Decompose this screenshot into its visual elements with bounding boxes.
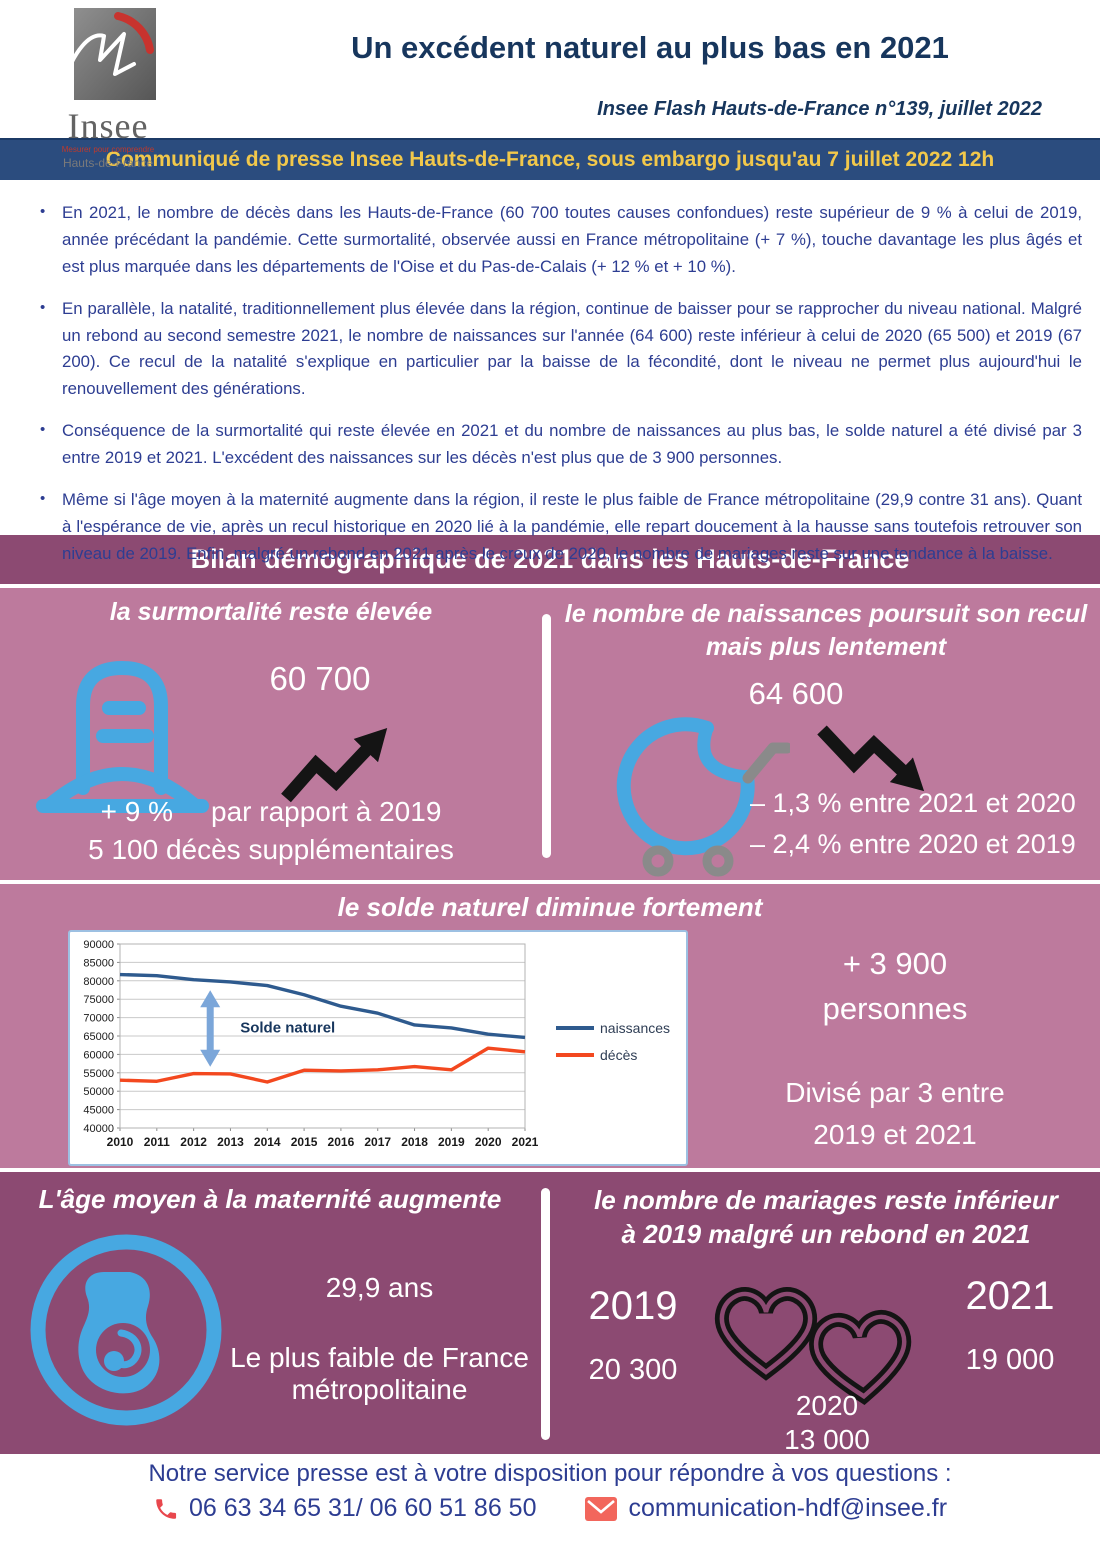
mortality-captions: + 9 % par rapport à 2019 5 100 décès sup… [0, 796, 542, 866]
press-banner-text: Communiqué de presse Insee Hauts-de-Fran… [105, 148, 995, 171]
natural-balance-chart: 40000 45000 50000 55000 60000 65000 70000 75000… [83, 939, 670, 1149]
svg-text:Solde naturel: Solde naturel [240, 1019, 335, 1036]
marriage-2021-value: 19 000 [965, 1344, 1055, 1376]
deaths-value: 60 700 [269, 660, 371, 697]
svg-text:45000: 45000 [83, 1105, 114, 1117]
deaths-trend-up-icon [281, 727, 388, 803]
marriage-2019-label: 2019 [588, 1284, 678, 1328]
footer-line: Notre service presse est à votre disposi… [148, 1460, 952, 1487]
svg-text:2017: 2017 [364, 1135, 391, 1149]
insee-logo-icon [60, 8, 156, 100]
logo-tagline: Mesurer pour comprendre [61, 145, 155, 154]
svg-text:2019: 2019 [438, 1135, 465, 1149]
marriage-title: le nombre de mariages reste inférieur à … [552, 1172, 1100, 1252]
svg-text:2015: 2015 [291, 1135, 318, 1149]
footer-phones[interactable]: 06 63 34 65 31/ 06 60 51 86 50 [188, 1494, 537, 1522]
births-title: le nombre de naissances poursuit son rec… [552, 588, 1100, 663]
svg-text:2012: 2012 [180, 1135, 207, 1149]
pregnancy-icon [30, 1234, 222, 1426]
svg-text:75000: 75000 [83, 994, 114, 1006]
svg-text:2013: 2013 [217, 1135, 244, 1149]
column-divider [541, 1188, 550, 1440]
bullet-item: Conséquence de la surmortalité qui reste… [40, 418, 1082, 472]
mortality-title: la surmortalité reste élevée [109, 598, 433, 626]
bullet-item: En 2021, le nombre de décès dans les Hau… [40, 200, 1082, 281]
deaths-delta: + 9 % [100, 796, 173, 827]
births-delta-2: – 2,4 % entre 2020 et 2019 [750, 828, 1076, 859]
maternity-marriage-section: L'âge moyen à la maternité augmente 29,9… [0, 1172, 1100, 1455]
bullet-list: En 2021, le nombre de décès dans les Hau… [0, 180, 1100, 563]
balance-highlight: + 3 900 personnes Divisé par 3 entre 201… [700, 942, 1090, 1156]
marriage-2021-label: 2021 [965, 1274, 1055, 1318]
svg-text:2011: 2011 [144, 1135, 170, 1149]
svg-text:70000: 70000 [83, 1013, 114, 1025]
balance-unit: personnes [822, 990, 968, 1026]
svg-text:décès: décès [600, 1047, 637, 1063]
births-delta-1: – 1,3 % entre 2021 et 2020 [750, 788, 1076, 818]
tombstone-icon [36, 660, 209, 813]
marriage-panel: le nombre de mariages reste inférieur à … [552, 1172, 1100, 1455]
bullet-item: Même si l'âge moyen à la maternité augme… [40, 487, 1082, 568]
svg-text:40000: 40000 [83, 1123, 114, 1135]
logo-region: Hauts-de-France [62, 156, 154, 170]
press-banner: Communiqué de presse Insee Hauts-de-Fran… [0, 138, 1100, 180]
svg-text:65000: 65000 [83, 1031, 114, 1043]
svg-text:2010: 2010 [107, 1135, 134, 1149]
footer-email[interactable]: communication-hdf@insee.fr [628, 1494, 948, 1522]
maternity-panel: L'âge moyen à la maternité augmente 29,9… [0, 1172, 540, 1454]
svg-text:2014: 2014 [254, 1135, 281, 1149]
maternity-line2: métropolitaine [291, 1374, 468, 1405]
svg-text:2020: 2020 [475, 1135, 502, 1149]
marriage-title-line1: le nombre de mariages reste inférieur [594, 1185, 1058, 1215]
births-panel: le nombre de naissances poursuit son rec… [552, 588, 1100, 880]
balance-note-1: Divisé par 3 entre [785, 1076, 1005, 1108]
marriage-title-line2: à 2019 malgré un rebond en 2021 [621, 1218, 1031, 1249]
envelope-icon [585, 1496, 618, 1521]
page-title: Un excédent naturel au plus bas en 2021 [351, 30, 949, 65]
marriage-2020-label: 2020 [795, 1390, 859, 1421]
svg-text:60000: 60000 [83, 1049, 114, 1061]
svg-text:2021: 2021 [512, 1135, 539, 1149]
births-trend-down-icon [817, 725, 925, 792]
svg-text:90000: 90000 [83, 939, 114, 951]
births-value: 64 600 [748, 676, 844, 711]
bullet-item: En parallèle, la natalité, traditionnell… [40, 296, 1082, 404]
svg-text:2016: 2016 [328, 1135, 355, 1149]
natural-balance-chart-box: 40000 45000 50000 55000 60000 65000 70000 75000… [68, 930, 688, 1166]
svg-text:2018: 2018 [401, 1135, 428, 1149]
svg-text:naissances: naissances [600, 1020, 670, 1036]
balance-note-2: 2019 et 2021 [813, 1118, 977, 1150]
balance-value: + 3 900 [842, 946, 948, 981]
natural-balance-section: le solde naturel diminue fortement 40000… [0, 884, 1100, 1168]
marriage-2019-value: 20 300 [588, 1354, 678, 1386]
maternity-title: L'âge moyen à la maternité augmente [38, 1184, 502, 1214]
births-title-line2: mais plus lentement [705, 632, 947, 661]
svg-text:50000: 50000 [83, 1086, 114, 1098]
column-divider [542, 614, 551, 858]
logo-brand: Insee [67, 106, 149, 146]
births-captions: – 1,3 % entre 2021 et 2020 – 2,4 % entre… [750, 783, 1076, 864]
natural-balance-title: le solde naturel diminue fortement [337, 892, 763, 922]
deaths-extra-line: 5 100 décès supplémentaires [88, 834, 454, 865]
mortality-panel: la surmortalité reste élevée 60 700 [0, 588, 542, 880]
footer: Notre service presse est à votre disposi… [0, 1454, 1100, 1531]
mortality-births-section: la surmortalité reste élevée 60 700 [0, 588, 1100, 880]
deaths-delta-label: par rapport à 2019 [211, 796, 442, 827]
maternity-line1: Le plus faible de France [230, 1342, 529, 1373]
svg-text:85000: 85000 [83, 957, 114, 969]
svg-text:55000: 55000 [83, 1068, 114, 1080]
baby-stroller-icon [616, 717, 790, 877]
edition-subtitle: Insee Flash Hauts-de-France n°139, juill… [597, 98, 1042, 120]
maternity-captions: 29,9 ans Le plus faible de France métrop… [225, 1272, 534, 1406]
double-hearts-icon [714, 1287, 912, 1406]
phone-icon [156, 1498, 177, 1519]
footer-contacts: 06 63 34 65 31/ 06 60 51 86 50 communica… [0, 1494, 1100, 1523]
marriage-2020-value: 13 000 [784, 1424, 870, 1455]
maternity-age-value: 29,9 ans [325, 1272, 434, 1303]
header: Insee Mesurer pour comprendre Hauts-de-F… [0, 0, 1100, 170]
births-title-line1: le nombre de naissances poursuit son rec… [564, 600, 1088, 628]
insee-logo: Insee Mesurer pour comprendre Hauts-de-F… [28, 8, 188, 170]
svg-text:80000: 80000 [83, 976, 114, 988]
